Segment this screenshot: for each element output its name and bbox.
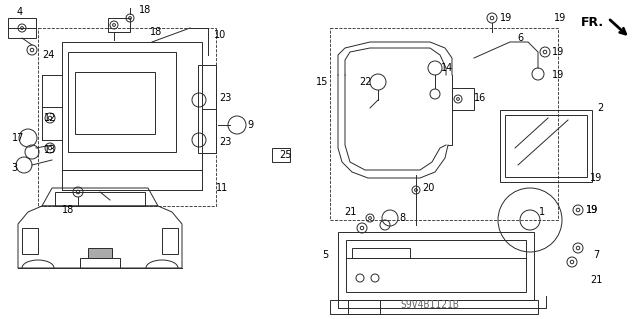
Bar	[62, 42, 202, 170]
Text: 21: 21	[590, 275, 602, 285]
Text: 19: 19	[554, 13, 566, 23]
Text: S9V4B1121B: S9V4B1121B	[401, 300, 460, 310]
Text: 22: 22	[359, 77, 371, 87]
Text: 1: 1	[539, 207, 545, 217]
Bar	[162, 228, 178, 254]
Text: 19: 19	[590, 173, 602, 183]
Bar	[8, 18, 36, 38]
Text: 19: 19	[586, 205, 598, 215]
Bar	[330, 28, 558, 220]
Text: 14: 14	[441, 63, 453, 73]
Bar	[22, 228, 38, 254]
Bar	[55, 192, 145, 206]
Bar	[346, 240, 526, 292]
Text: FR.: FR.	[581, 16, 604, 28]
Text: 2: 2	[597, 103, 603, 113]
Bar	[108, 18, 130, 32]
Text: 7: 7	[593, 250, 599, 260]
Bar	[330, 300, 538, 314]
Bar	[272, 148, 290, 162]
Bar	[68, 52, 176, 152]
Text: 18: 18	[139, 5, 151, 15]
Text: 13: 13	[44, 145, 56, 155]
Text: 24: 24	[42, 50, 54, 60]
Text: 18: 18	[62, 205, 74, 215]
Text: 6: 6	[517, 33, 523, 43]
Text: 19: 19	[552, 70, 564, 80]
Text: 19: 19	[552, 47, 564, 57]
Text: 19: 19	[586, 205, 598, 215]
Text: 21: 21	[344, 207, 356, 217]
Text: 5: 5	[322, 250, 328, 260]
Text: 8: 8	[399, 213, 405, 223]
Text: 17: 17	[12, 133, 24, 143]
Text: 4: 4	[17, 7, 23, 17]
Text: 20: 20	[422, 183, 434, 193]
Bar	[38, 28, 216, 206]
Bar	[75, 72, 155, 134]
Text: 18: 18	[150, 27, 162, 37]
Text: 11: 11	[216, 183, 228, 193]
Text: 23: 23	[219, 137, 231, 147]
Text: 23: 23	[219, 93, 231, 103]
Text: 25: 25	[279, 150, 291, 160]
Bar	[500, 110, 592, 182]
Bar	[88, 248, 112, 258]
Text: 16: 16	[474, 93, 486, 103]
Bar	[352, 248, 410, 258]
Text: 10: 10	[214, 30, 226, 40]
Bar	[505, 115, 587, 177]
Bar	[338, 232, 534, 300]
Text: 12: 12	[44, 113, 56, 123]
Text: 3: 3	[11, 163, 17, 173]
Text: 19: 19	[500, 13, 512, 23]
Text: 9: 9	[247, 120, 253, 130]
Bar	[198, 65, 216, 153]
Bar	[452, 88, 474, 110]
Text: 15: 15	[316, 77, 328, 87]
Bar	[80, 258, 120, 268]
